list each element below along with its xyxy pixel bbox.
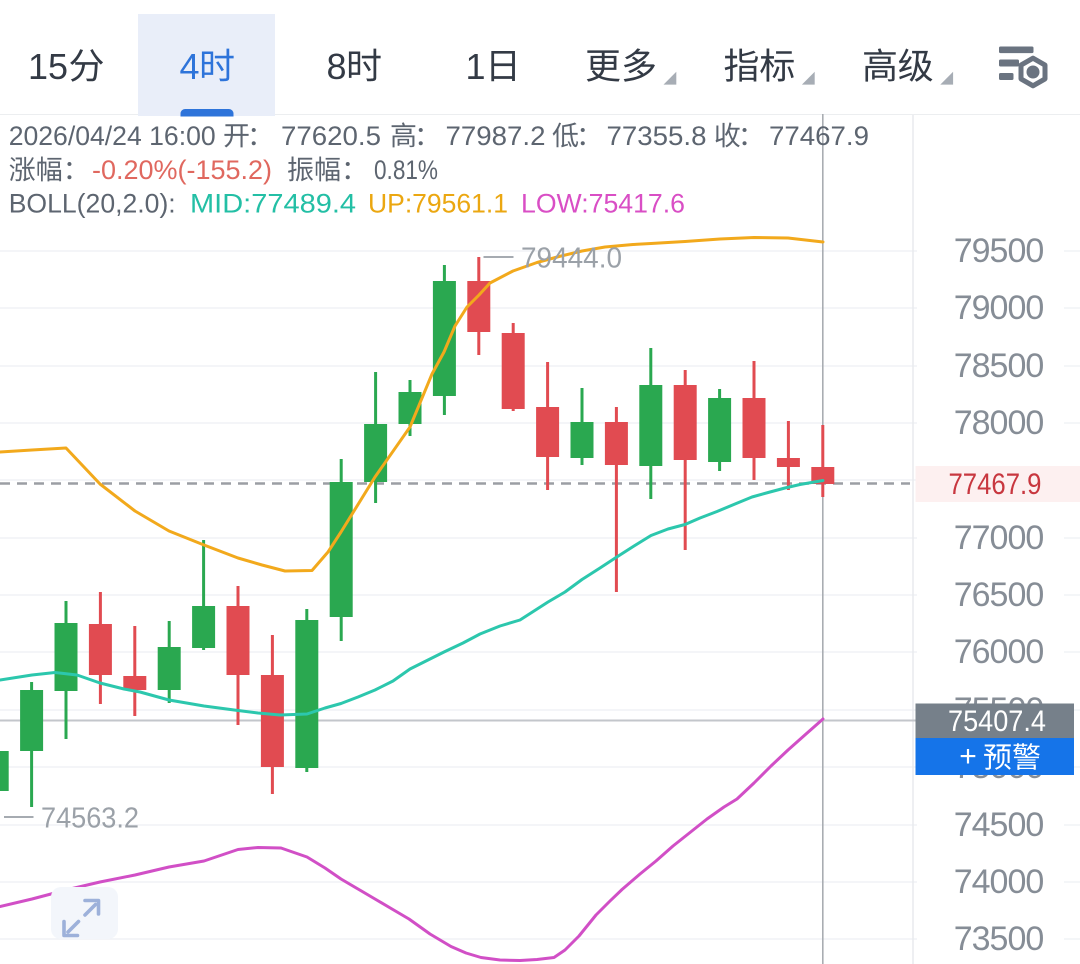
svg-text:-0.20%(-155.2): -0.20%(-155.2)	[92, 155, 272, 185]
svg-text:MID:77489.4: MID:77489.4	[190, 189, 356, 219]
svg-text:79444.0: 79444.0	[521, 243, 622, 275]
svg-text:77467.9: 77467.9	[769, 121, 869, 151]
svg-text:77987.2: 77987.2	[446, 121, 546, 151]
svg-text:77467.9: 77467.9	[949, 468, 1042, 501]
svg-text:77620.5: 77620.5	[281, 121, 381, 151]
svg-text:77000: 77000	[954, 519, 1044, 557]
svg-text:78500: 78500	[954, 347, 1044, 385]
svg-text:77355.8: 77355.8	[607, 121, 707, 151]
svg-text:79500: 79500	[954, 232, 1044, 270]
svg-text:73500: 73500	[954, 920, 1044, 958]
svg-text:74500: 74500	[954, 806, 1044, 844]
svg-text:LOW:75417.6: LOW:75417.6	[521, 189, 685, 219]
svg-text:15: 15	[28, 46, 68, 87]
svg-text:74000: 74000	[954, 863, 1044, 901]
svg-text:74563.2: 74563.2	[41, 803, 139, 835]
svg-text:79000: 79000	[954, 289, 1044, 327]
svg-text:1: 1	[466, 46, 486, 87]
svg-text:8: 8	[327, 46, 347, 87]
svg-text:0.81%: 0.81%	[374, 155, 438, 185]
svg-text:4: 4	[180, 46, 200, 87]
svg-text:+: +	[959, 740, 977, 773]
svg-text:76500: 76500	[954, 576, 1044, 614]
svg-text:76000: 76000	[954, 633, 1044, 671]
svg-text:UP:79561.1: UP:79561.1	[368, 189, 508, 219]
svg-text:BOLL(20,2.0):: BOLL(20,2.0):	[9, 189, 176, 219]
svg-text:78000: 78000	[954, 404, 1044, 442]
svg-text:2026/04/24 16:00: 2026/04/24 16:00	[9, 121, 216, 151]
svg-text:75407.4: 75407.4	[948, 705, 1046, 738]
